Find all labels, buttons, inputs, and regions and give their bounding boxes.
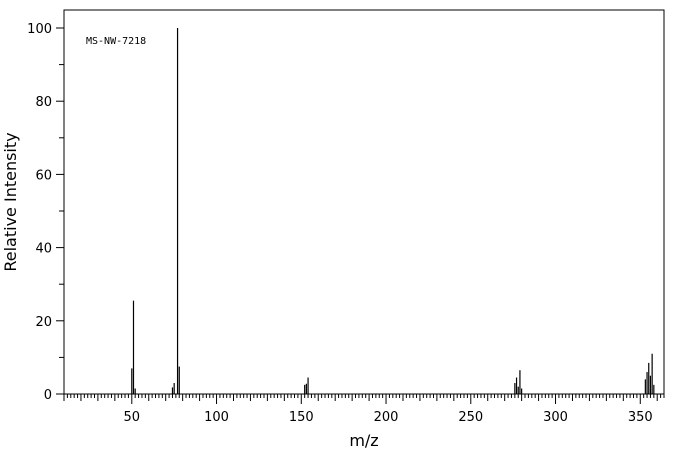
x-axis-label: m/z <box>349 431 378 450</box>
y-ticks: 0 20 40 60 80 100 <box>27 22 64 403</box>
x-major-ticks: 50 100 150 200 250 300 350 <box>124 394 653 425</box>
plot-frame <box>63 9 665 395</box>
y-tick-label: 20 <box>35 315 52 330</box>
y-axis-label: Relative Intensity <box>1 132 20 271</box>
x-tick-label: 350 <box>628 410 653 425</box>
y-tick-label: 100 <box>27 22 52 37</box>
x-tick-label: 100 <box>204 410 229 425</box>
x-tick-label: 200 <box>374 410 399 425</box>
x-minor-ticks <box>63 394 665 401</box>
spectrum-id-annotation: MS-NW-7218 <box>86 36 146 47</box>
x-tick-label: 250 <box>458 410 483 425</box>
y-tick-label: 80 <box>35 95 52 110</box>
y-tick-label: 40 <box>35 242 52 257</box>
y-tick-label: 0 <box>44 388 52 403</box>
x-tick-label: 150 <box>289 410 314 425</box>
y-tick-label: 60 <box>35 168 52 183</box>
spectrum-peaks <box>131 28 655 394</box>
x-tick-label: 50 <box>124 410 141 425</box>
x-tick-label: 300 <box>543 410 568 425</box>
